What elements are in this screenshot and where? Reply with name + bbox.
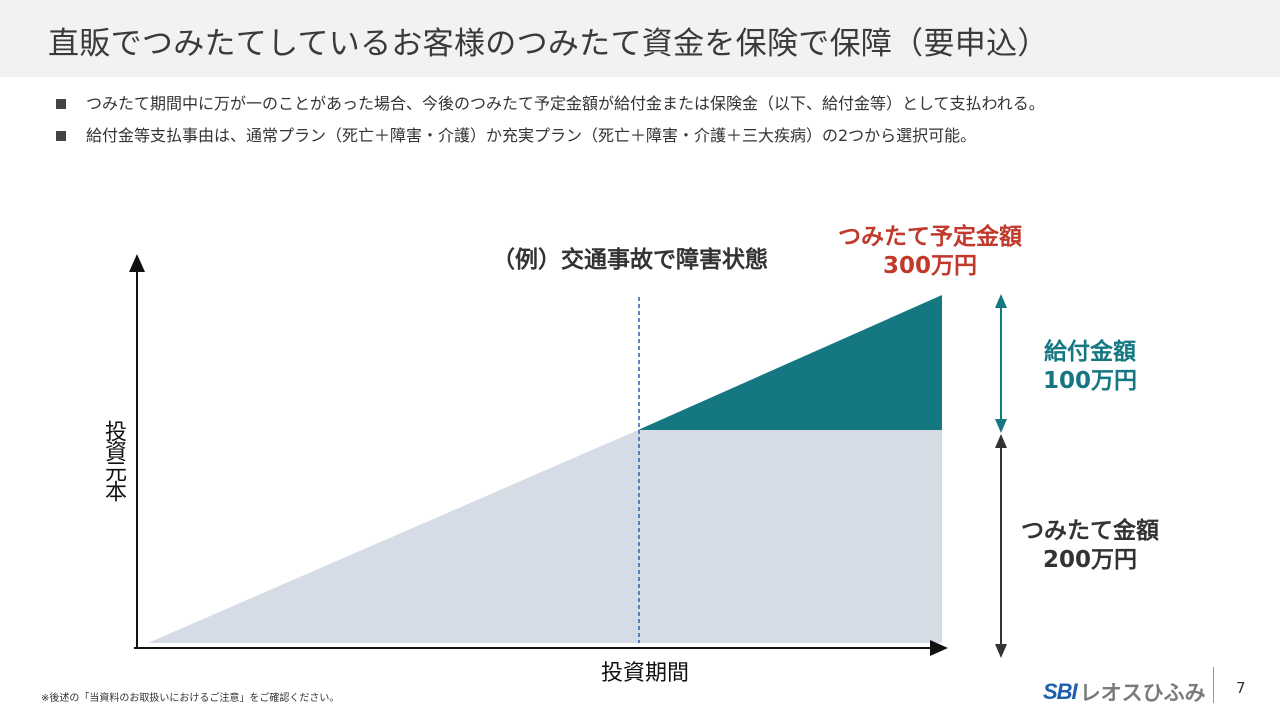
footer-divider [1213,667,1214,703]
logo-mark: SBI [1043,679,1078,704]
square-bullet-icon [56,131,66,141]
footnote: ※後述の「当資料のお取扱いにおけるご注意」をご確認ください。 [41,693,340,704]
planned-amount-title: つみたて予定金額 [838,224,1022,250]
savings-area [148,430,942,643]
event-label: （例）交通事故で障害状態 [492,247,768,273]
company-logo: SBI レオスひふみ [1043,675,1206,709]
benefit-amount-title: 給付金額 [1044,339,1136,365]
benefit-amount-label: 給付金額 100万円 [1010,338,1170,396]
bullet-text: 給付金等支払事由は、通常プラン（死亡＋障害・介護）か充実プラン（死亡＋障害・介護… [86,126,977,145]
title-bar: 直販でつみたてしているお客様のつみたて資金を保険で保障（要申込） [0,0,1280,77]
benefit-amount-value: 100万円 [1042,367,1137,394]
logo-text: レオスひふみ [1079,681,1206,705]
planned-amount-value: 300万円 [882,252,977,279]
benefit-area [638,295,942,430]
bullet-text: つみたて期間中に万が一のことがあった場合、今後のつみたて予定金額が給付金または保… [86,94,1045,113]
bullet-item: つみたて期間中に万が一のことがあった場合、今後のつみたて予定金額が給付金または保… [56,92,1045,124]
planned-amount-label: つみたて予定金額 300万円 [800,223,1060,281]
page-title: 直販でつみたてしているお客様のつみたて資金を保険で保障（要申込） [48,26,1049,62]
y-axis-label: 投資元本 [101,420,126,500]
savings-amount-value: 200万円 [1042,546,1137,573]
savings-amount-title: つみたて金額 [1021,518,1159,544]
x-axis-label: 投資期間 [600,661,689,686]
bullet-item: 給付金等支払事由は、通常プラン（死亡＋障害・介護）か充実プラン（死亡＋障害・介護… [56,124,1045,156]
savings-amount-label: つみたて金額 200万円 [1000,517,1180,575]
square-bullet-icon [56,99,66,109]
page-number: 7 [1236,679,1246,697]
bullet-list: つみたて期間中に万が一のことがあった場合、今後のつみたて予定金額が給付金または保… [56,92,1045,156]
